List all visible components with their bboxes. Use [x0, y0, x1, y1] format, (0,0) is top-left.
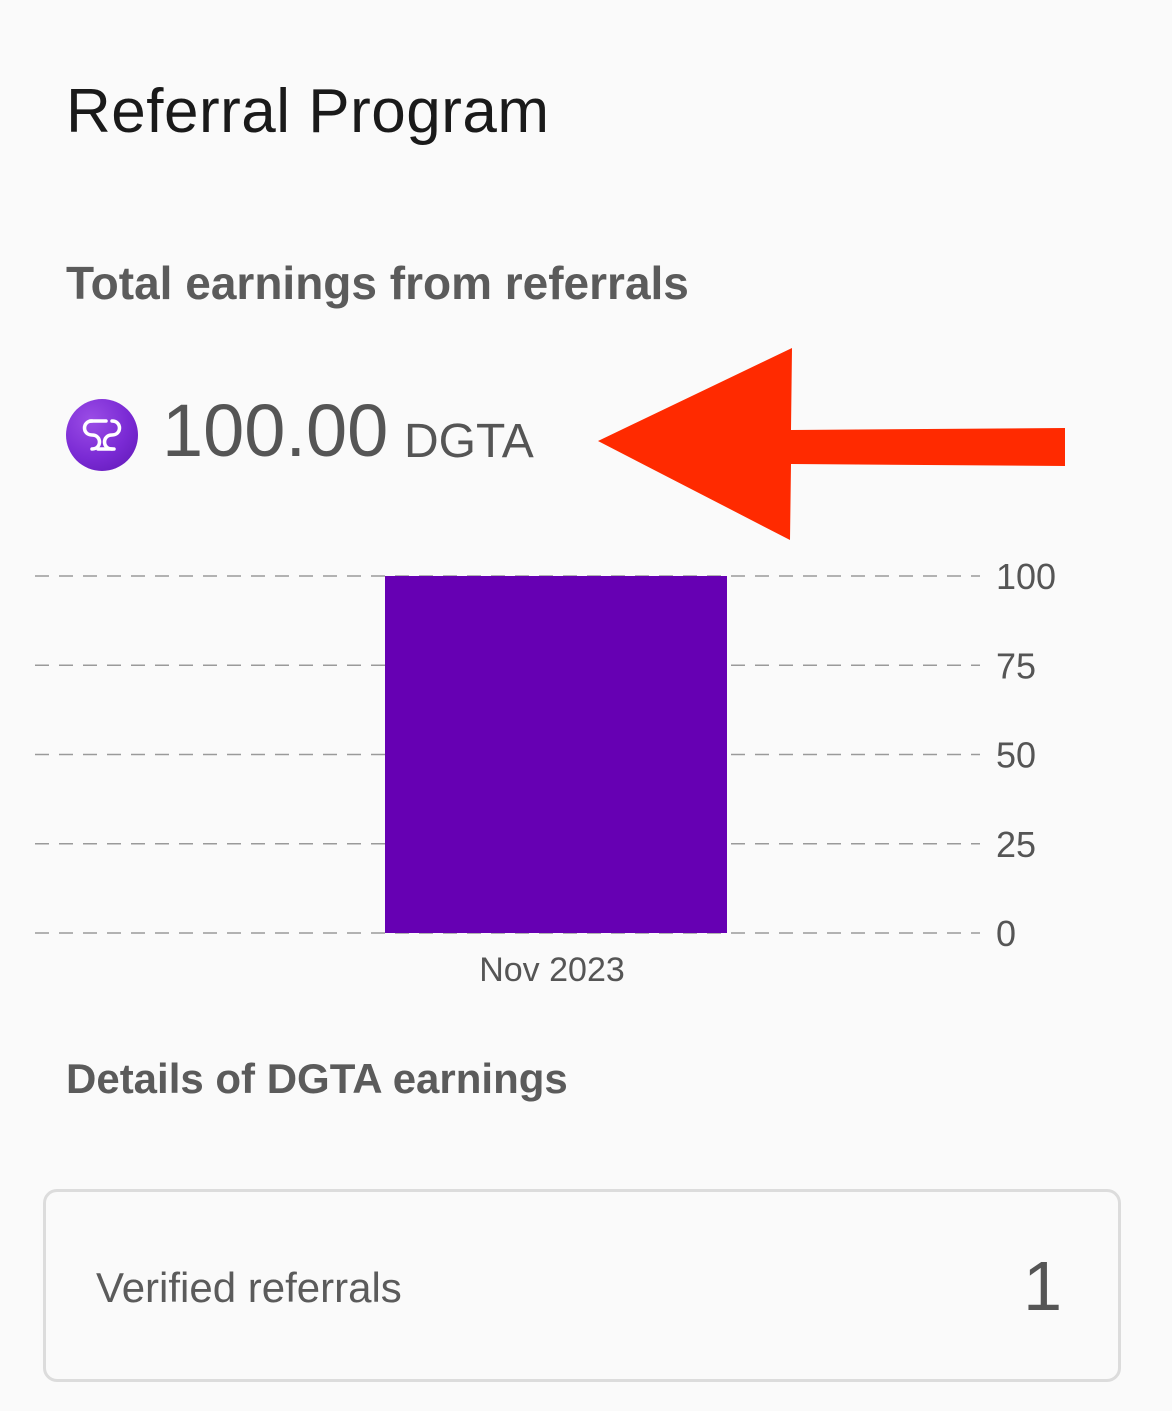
y-tick-label: 50: [996, 735, 1036, 776]
earnings-unit: DGTA: [404, 415, 534, 468]
total-earnings-title: Total earnings from referrals: [66, 257, 689, 309]
verified-referrals-label: Verified referrals: [96, 1264, 402, 1311]
x-tick-label: Nov 2023: [479, 951, 625, 989]
earnings-bar-chart: 0 25 50 75 100 Nov 2023: [35, 556, 1056, 989]
dgta-coin-icon: [66, 399, 138, 471]
y-tick-label: 75: [996, 645, 1036, 686]
verified-referrals-value: 1: [1023, 1247, 1062, 1325]
verified-referrals-card: Verified referrals 1: [43, 1189, 1121, 1382]
y-tick-label: 0: [996, 913, 1016, 954]
earnings-amount: 100.00: [162, 389, 389, 472]
y-tick-label: 25: [996, 824, 1036, 865]
details-title: Details of DGTA earnings: [66, 1055, 568, 1102]
annotation-arrow-icon: [598, 348, 1065, 540]
page-title: Referral Program: [66, 77, 550, 146]
bar[interactable]: [385, 576, 727, 933]
y-tick-label: 100: [996, 556, 1056, 597]
